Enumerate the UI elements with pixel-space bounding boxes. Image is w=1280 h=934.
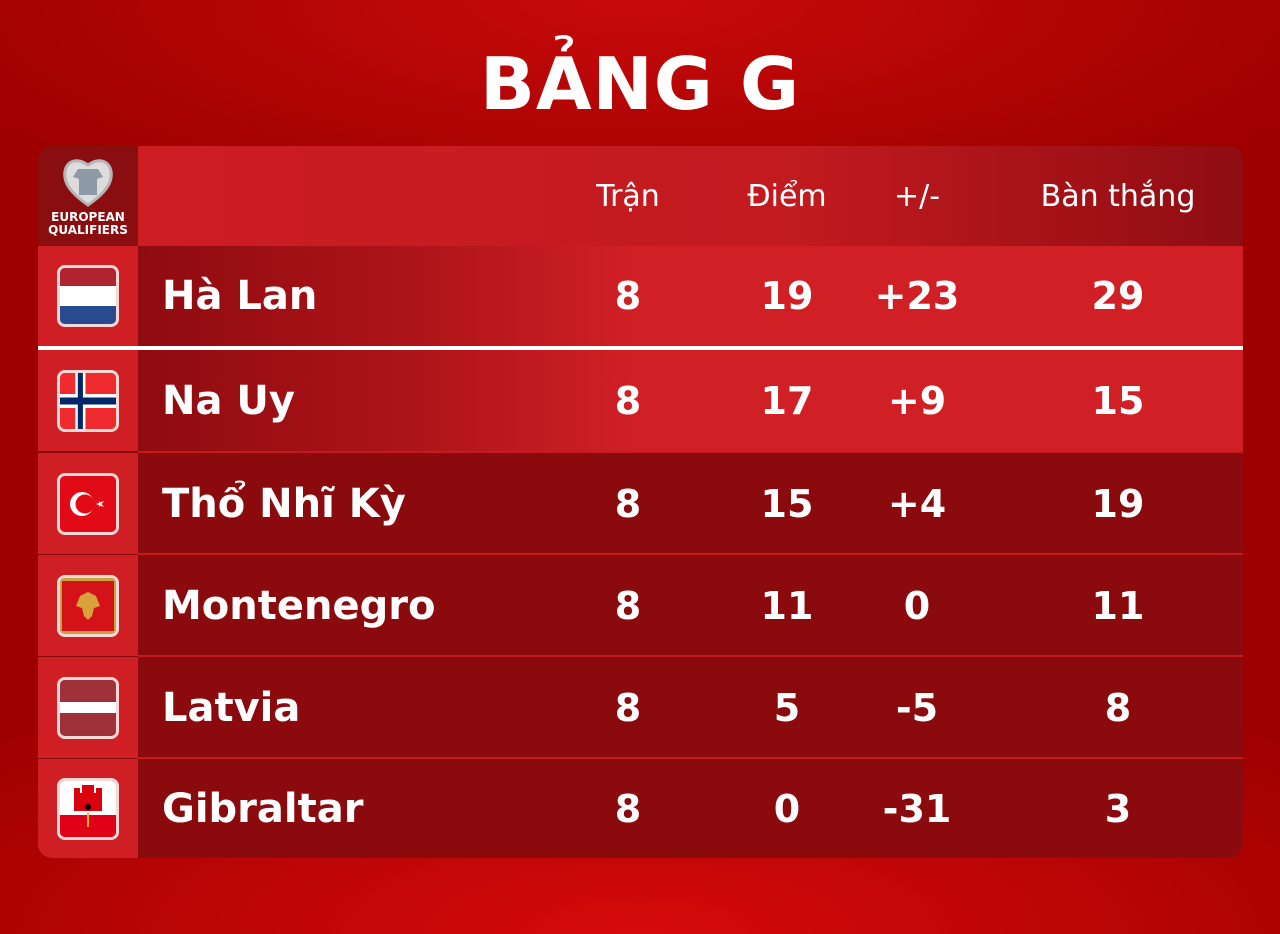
team-name: Hà Lan [162,273,318,319]
norway-flag [57,369,119,432]
points: 5 [773,685,801,730]
team-name: Gibraltar [162,785,364,832]
played: 8 [614,583,642,628]
points: 11 [760,583,814,628]
table-row: Montenegro 8 11 0 11 [38,555,1243,656]
played: 8 [614,274,642,318]
header-goal-difference: +/- [893,178,941,214]
team-name: Montenegro [162,582,436,629]
goal-difference: +4 [887,481,947,526]
table-row: Gibraltar 8 0 -31 3 [38,759,1243,858]
goals: 19 [1091,481,1145,526]
qualification-divider [38,346,1243,350]
gibraltar-flag [57,777,119,840]
goal-difference: -5 [895,685,939,730]
header-goals: Bàn thắng [1040,178,1196,214]
team-name: Na Uy [162,377,295,424]
logo-text: EUROPEAN [51,210,125,224]
turkey-flag [57,472,119,535]
played: 8 [614,378,642,423]
points: 15 [760,481,814,526]
table-row: Hà Lan 8 19 +23 29 [38,246,1243,346]
page-title: BẢNG G [479,42,801,126]
row-divider [138,553,1243,555]
european-qualifiers-logo: EUROPEAN QUALIFIERS [38,146,138,246]
goal-difference: -31 [882,786,952,831]
team-name: Latvia [162,684,301,731]
played: 8 [614,481,642,526]
team-name: Thổ Nhĩ Kỳ [162,480,406,527]
logo-text: QUALIFIERS [48,223,128,237]
table-row: Thổ Nhĩ Kỳ 8 15 +4 19 [38,453,1243,554]
row-divider [138,655,1243,657]
header-played: Trận [596,178,660,214]
header-points: Điểm [747,178,827,214]
row-divider [138,757,1243,759]
trophy-heart-icon [63,159,113,207]
played: 8 [614,685,642,730]
goal-difference: 0 [903,583,931,628]
table-row: Na Uy 8 17 +9 15 [38,350,1243,451]
goals: 15 [1091,378,1145,423]
goal-difference: +9 [887,378,947,423]
points: 0 [773,786,801,831]
goals: 3 [1104,786,1132,831]
points: 17 [760,378,814,423]
goals: 11 [1091,583,1145,628]
goals: 8 [1104,685,1132,730]
header-row: EUROPEAN QUALIFIERS Trận Điểm +/- Bàn thắ… [38,146,1243,246]
points: 19 [760,274,814,318]
latvia-flag [57,676,119,739]
row-divider [138,451,1243,453]
goal-difference: +23 [874,274,960,318]
montenegro-flag [57,574,119,637]
played: 8 [614,786,642,831]
netherlands-flag [57,265,119,327]
standings-table: EUROPEAN QUALIFIERS Trận Điểm +/- Bàn thắ… [38,146,1243,858]
goals: 29 [1091,274,1145,318]
table-row: Latvia 8 5 -5 8 [38,657,1243,758]
